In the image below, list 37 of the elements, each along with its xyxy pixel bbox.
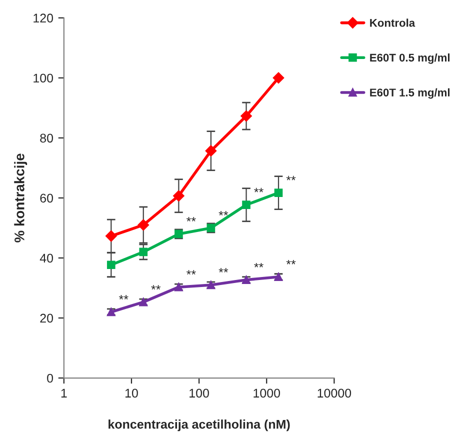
annotation: ** (218, 211, 228, 216)
legend-label: Kontrola (370, 18, 416, 27)
y-tick-label: 120 (34, 14, 54, 23)
y-axis-title: % kontrakcije (14, 154, 28, 242)
point (106, 260, 116, 270)
point (274, 188, 283, 198)
x-tick-label: 1000 (254, 388, 280, 398)
point (272, 72, 284, 84)
annotation: ** (254, 262, 264, 268)
x-tick-label: 10000 (318, 388, 352, 398)
y-tick-label: 60 (40, 194, 54, 203)
point (242, 200, 250, 210)
legend-label: E60T 0.5 mg/ml (370, 53, 450, 64)
legend-label: E60T 1.5 mg/ml (370, 88, 450, 99)
annotation: ** (218, 268, 228, 272)
point (139, 248, 148, 256)
annotation: ** (254, 188, 264, 192)
point (173, 190, 184, 202)
point (138, 219, 149, 231)
annotation: ** (286, 260, 296, 264)
annotation: ** (286, 176, 296, 180)
y-tick-label: 0 (47, 374, 54, 383)
x-tick-label: 10 (125, 388, 138, 398)
x-axis-title: koncentracija acetilholina (nM) (108, 420, 290, 432)
y-tick-label: 40 (40, 254, 54, 263)
annotation: ** (186, 270, 196, 275)
x-tick-label: 1 (61, 388, 67, 398)
point (240, 110, 252, 122)
y-tick-label: 100 (34, 74, 54, 83)
point (106, 230, 117, 242)
annotation: ** (151, 285, 161, 290)
annotation: ** (186, 217, 196, 222)
annotation: ** (118, 295, 128, 300)
point (205, 145, 217, 156)
y-tick-label: 20 (40, 314, 54, 323)
x-tick-label: 100 (190, 388, 209, 398)
y-tick-label: 80 (40, 134, 54, 143)
